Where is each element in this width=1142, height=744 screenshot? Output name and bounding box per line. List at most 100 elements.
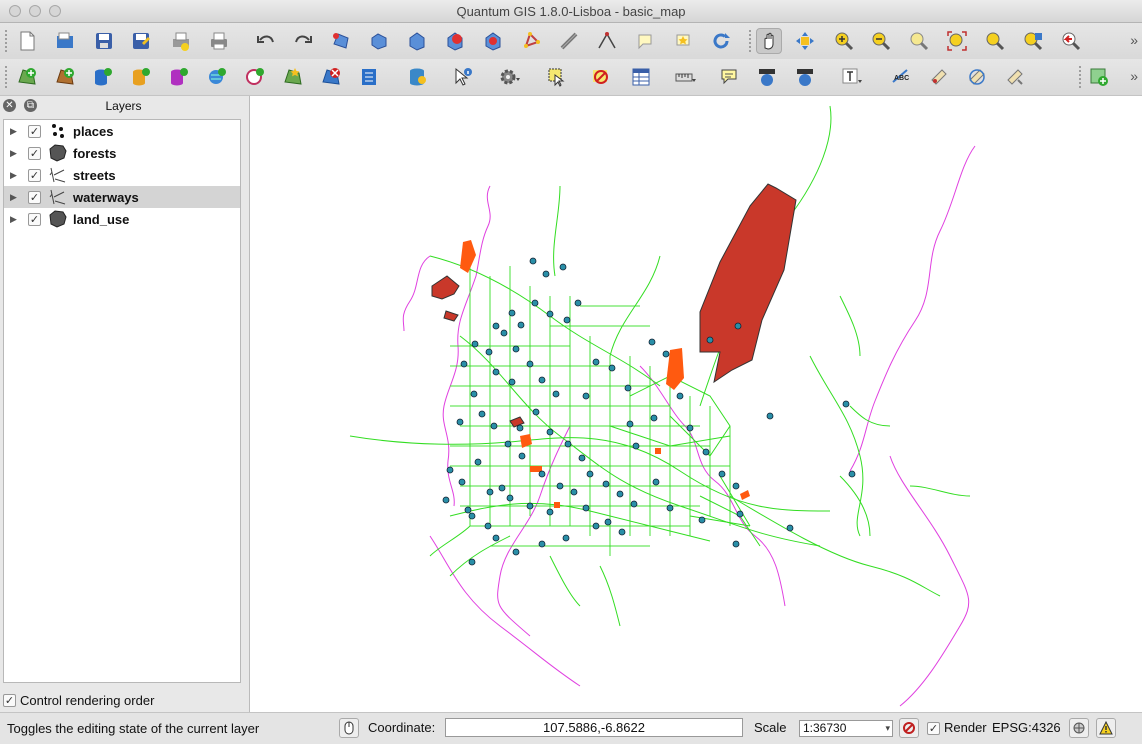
render-checkbox[interactable]: ✓	[927, 722, 940, 735]
zoom-last-icon	[1062, 32, 1081, 51]
new-project-button[interactable]	[14, 28, 40, 54]
change-label-button[interactable]	[1002, 64, 1028, 90]
pin-labels-button[interactable]	[926, 64, 952, 90]
toolbar-overflow-icon[interactable]: »	[1130, 68, 1138, 84]
show-bookmarks-button[interactable]	[792, 64, 818, 90]
paste-features-button[interactable]	[556, 28, 582, 54]
identify-features-button[interactable]	[450, 64, 476, 90]
redo-button[interactable]	[290, 28, 316, 54]
expand-arrow-icon[interactable]: ▶	[10, 169, 17, 180]
crs-status-button[interactable]	[1069, 718, 1089, 738]
place-point	[498, 484, 506, 492]
place-point	[718, 470, 726, 478]
expand-arrow-icon[interactable]: ▶	[10, 213, 17, 224]
pan-to-selection-button[interactable]	[792, 28, 818, 54]
expand-arrow-icon[interactable]: ▶	[10, 191, 17, 202]
new-bookmark-button[interactable]	[754, 64, 780, 90]
zoom-out-button[interactable]	[868, 28, 894, 54]
text-annotation-button[interactable]	[838, 64, 864, 90]
coordinate-toggle-button[interactable]	[339, 718, 359, 738]
node-tool-button[interactable]	[404, 28, 430, 54]
zoom-last-button[interactable]	[1058, 28, 1084, 54]
open-attribute-table-button[interactable]	[628, 64, 654, 90]
expand-arrow-icon[interactable]: ▶	[10, 125, 17, 136]
messages-button[interactable]	[1096, 718, 1116, 738]
favorite-button[interactable]	[670, 28, 696, 54]
save-project-button[interactable]	[91, 28, 117, 54]
layer-visibility-checkbox[interactable]: ✓	[28, 168, 41, 182]
toolbar-grip[interactable]	[748, 29, 752, 53]
rotate-label-button[interactable]	[964, 64, 990, 90]
zoom-window-button[interactable]	[49, 5, 61, 17]
print-button[interactable]	[206, 28, 232, 54]
measure-line-button[interactable]	[672, 64, 698, 90]
close-panel-icon[interactable]: ✕	[3, 99, 16, 112]
new-bookmark-icon	[759, 69, 775, 86]
select-features-button[interactable]	[544, 64, 570, 90]
place-point	[563, 316, 571, 324]
layer-row-forests[interactable]: ▶ ✓ forests	[4, 142, 240, 164]
add-wms-layer-button[interactable]	[204, 64, 230, 90]
expand-arrow-icon[interactable]: ▶	[10, 147, 17, 158]
new-shapefile-layer-button[interactable]	[280, 64, 306, 90]
add-vector-layer-button[interactable]	[14, 64, 40, 90]
stop-render-button[interactable]	[899, 718, 919, 738]
scale-combobox[interactable]: 1:36730 ▾	[799, 720, 893, 737]
move-feature-button[interactable]	[366, 28, 392, 54]
add-feature-button[interactable]	[328, 28, 354, 54]
database-icon	[410, 68, 426, 86]
crs-label[interactable]: EPSG:4326	[992, 720, 1061, 735]
run-feature-action-button[interactable]	[496, 64, 522, 90]
map-canvas[interactable]	[249, 96, 1142, 712]
cut-features-button[interactable]	[480, 28, 506, 54]
remove-layer-button[interactable]	[318, 64, 344, 90]
add-raster-layer-button[interactable]	[52, 64, 78, 90]
map-tips-button[interactable]	[716, 64, 742, 90]
layer-tree[interactable]: ▶ ✓ places ▶ ✓ forests ▶ ✓ streets ▶ ✓ w…	[3, 119, 241, 683]
add-mssql-layer-button[interactable]	[166, 64, 192, 90]
undo-button[interactable]	[253, 28, 279, 54]
close-window-button[interactable]	[9, 5, 21, 17]
layer-visibility-checkbox[interactable]: ✓	[28, 212, 41, 226]
layer-row-places[interactable]: ▶ ✓ places	[4, 120, 240, 142]
layer-row-streets[interactable]: ▶ ✓ streets	[4, 164, 240, 186]
open-project-button[interactable]	[52, 28, 78, 54]
copy-features-button[interactable]	[518, 28, 544, 54]
refresh-button[interactable]	[708, 28, 734, 54]
label-tool-button[interactable]: ABC	[888, 64, 914, 90]
save-as-button[interactable]	[128, 28, 154, 54]
toolbar-grip[interactable]	[4, 29, 8, 53]
zoom-to-selection-button[interactable]	[1020, 28, 1046, 54]
add-wcs-layer-button[interactable]	[242, 64, 268, 90]
control-rendering-order[interactable]: ✓ Control rendering order	[3, 693, 154, 708]
layer-row-waterways[interactable]: ▶ ✓ waterways	[4, 186, 240, 208]
plugin-button[interactable]	[1086, 64, 1112, 90]
map-render[interactable]	[250, 96, 1142, 712]
layer-row-land-use[interactable]: ▶ ✓ land_use	[4, 208, 240, 230]
minimize-window-button[interactable]	[29, 5, 41, 17]
add-spatialite-layer-button[interactable]	[128, 64, 154, 90]
float-panel-icon[interactable]: ⧉	[24, 99, 37, 112]
layer-visibility-checkbox[interactable]: ✓	[28, 146, 41, 160]
toolbar-grip[interactable]	[1078, 65, 1082, 89]
control-rendering-order-checkbox[interactable]: ✓	[3, 694, 16, 707]
deselect-features-button[interactable]	[588, 64, 614, 90]
layer-visibility-checkbox[interactable]: ✓	[28, 190, 41, 204]
new-print-composer-button[interactable]	[168, 28, 194, 54]
coordinate-field[interactable]: 107.5886,-6.8622	[445, 718, 743, 737]
zoom-to-layer-button[interactable]	[982, 28, 1008, 54]
add-delimited-text-button[interactable]	[356, 64, 382, 90]
zoom-actual-size-button[interactable]	[906, 28, 932, 54]
layer-visibility-checkbox[interactable]: ✓	[28, 124, 41, 138]
toolbar-grip[interactable]	[4, 65, 8, 89]
annotation-button[interactable]	[632, 28, 658, 54]
pan-tool-button[interactable]	[756, 28, 782, 54]
place-point	[630, 500, 638, 508]
add-postgis-layer-button[interactable]	[90, 64, 116, 90]
zoom-in-button[interactable]	[831, 28, 857, 54]
toolbar-overflow-icon[interactable]: »	[1130, 32, 1138, 48]
zoom-full-button[interactable]	[944, 28, 970, 54]
delete-selected-button[interactable]	[442, 28, 468, 54]
digitize-button[interactable]	[594, 28, 620, 54]
database-button[interactable]	[404, 64, 430, 90]
